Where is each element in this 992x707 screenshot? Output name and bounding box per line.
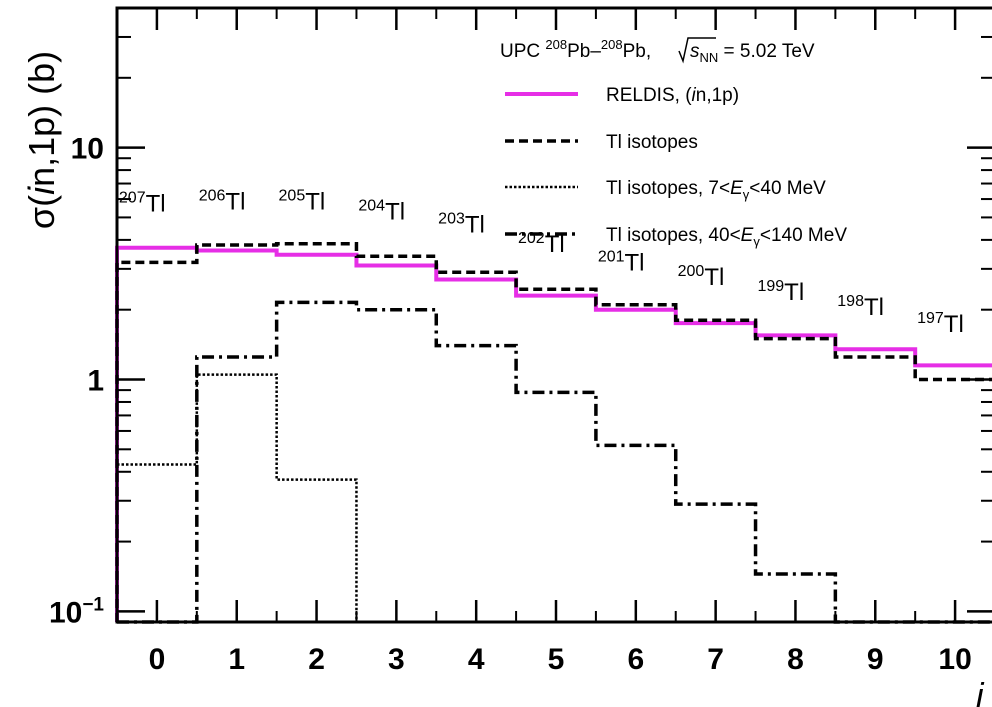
isotope-element: Tl bbox=[465, 212, 485, 239]
legend-header: UPC 208Pb–208Pb, bbox=[500, 37, 651, 62]
legend-header-text: Pb– bbox=[567, 41, 601, 62]
legend-label-part: γ bbox=[753, 234, 760, 249]
legend-label-part: <140 MeV bbox=[760, 225, 847, 246]
y-tick-base: 10 bbox=[71, 133, 104, 166]
isotope-element: Tl bbox=[704, 264, 724, 291]
sqrt-sign bbox=[678, 37, 716, 64]
isotope-element: Tl bbox=[305, 189, 325, 216]
isotope-label: 198Tl bbox=[837, 293, 884, 321]
legend-header-sup: 208 bbox=[601, 37, 623, 52]
x-tick-label: 1 bbox=[228, 643, 245, 676]
isotope-label: 206Tl bbox=[199, 188, 246, 216]
legend-label-part: n,1p) bbox=[696, 85, 739, 106]
y-tick-label: 1 bbox=[87, 365, 104, 398]
y-tick-base: 10 bbox=[49, 596, 82, 629]
x-tick-label: 4 bbox=[468, 643, 485, 676]
isotope-label: 203Tl bbox=[438, 211, 485, 239]
series-line-2 bbox=[115, 373, 992, 624]
isotope-mass: 204 bbox=[358, 197, 385, 214]
legend-header-text: Pb, bbox=[623, 41, 652, 62]
isotope-label: 197Tl bbox=[917, 310, 964, 338]
legend-label: Tl isotopes, 40<Eγ<140 MeV bbox=[606, 225, 847, 249]
isotope-mass: 207 bbox=[119, 190, 146, 207]
isotope-mass: 201 bbox=[598, 249, 625, 266]
isotope-mass: 198 bbox=[837, 293, 864, 310]
legend-header-text: UPC bbox=[500, 41, 545, 62]
x-tick-label: 8 bbox=[787, 643, 804, 676]
y-tick-label: 10−1 bbox=[49, 594, 104, 629]
y-axis-label-group: σ(in,1p) (b) bbox=[21, 51, 62, 229]
isotope-label: 200Tl bbox=[678, 263, 725, 291]
legend-label-part: <40 MeV bbox=[749, 178, 826, 199]
isotope-label: 204Tl bbox=[358, 197, 405, 225]
x-tick-label: 2 bbox=[308, 643, 325, 676]
x-tick-label: 6 bbox=[627, 643, 644, 676]
isotope-mass: 203 bbox=[438, 211, 465, 228]
y-tick-label: 10 bbox=[71, 133, 104, 166]
legend-header-sub: NN bbox=[700, 50, 719, 65]
isotope-element: Tl bbox=[625, 250, 645, 277]
legend-label: Tl isotopes, 7<Eγ<40 MeV bbox=[606, 178, 826, 202]
y-tick-exponent: −1 bbox=[82, 594, 104, 615]
series-line-3 bbox=[117, 300, 992, 624]
legend-label: RELDIS, (in,1p) bbox=[606, 85, 739, 106]
legend-label-part: Tl isotopes bbox=[606, 132, 698, 153]
x-tick-label: 5 bbox=[548, 643, 565, 676]
x-tick-label: 7 bbox=[707, 643, 724, 676]
isotope-mass: 197 bbox=[917, 310, 944, 327]
isotope-mass: 199 bbox=[757, 278, 784, 295]
legend-label-part: E bbox=[741, 225, 754, 246]
y-axis-label-italic: i bbox=[21, 186, 62, 195]
x-tick-label: 3 bbox=[388, 643, 405, 676]
legend-label-part: RELDIS, ( bbox=[606, 85, 692, 106]
y-axis-label-rest: n,1p) (b) bbox=[21, 51, 62, 187]
legend-header-sqrt: sNN = 5.02 TeV bbox=[690, 41, 815, 65]
legend-label-part: i bbox=[692, 85, 697, 106]
y-axis-label-prefix: σ( bbox=[21, 195, 62, 229]
x-tick-label: 9 bbox=[867, 643, 884, 676]
legend-label-part: Tl isotopes, 7< bbox=[606, 178, 730, 199]
legend-header-sup: 208 bbox=[545, 37, 567, 52]
isotope-element: Tl bbox=[146, 191, 166, 218]
x-tick-label: 10 bbox=[938, 643, 971, 676]
x-tick-label: 0 bbox=[149, 643, 166, 676]
isotope-label: 201Tl bbox=[598, 249, 645, 277]
isotope-label: 199Tl bbox=[757, 278, 804, 306]
y-tick-base: 1 bbox=[87, 365, 104, 398]
isotope-element: Tl bbox=[864, 294, 884, 321]
legend-header-tail: = 5.02 TeV bbox=[718, 41, 815, 62]
series-line-1 bbox=[115, 241, 992, 622]
plot-frame bbox=[115, 6, 992, 624]
isotope-label: 207Tl bbox=[119, 190, 166, 218]
isotope-element: Tl bbox=[944, 311, 964, 338]
legend-label-part: E bbox=[730, 178, 743, 199]
x-axis-edge-label: i bbox=[976, 677, 985, 707]
isotope-element: Tl bbox=[784, 279, 804, 306]
isotope-element: Tl bbox=[385, 198, 405, 225]
legend-header-s: s bbox=[690, 41, 700, 62]
isotope-mass: 205 bbox=[279, 188, 306, 205]
legend-label-part: γ bbox=[743, 187, 750, 202]
isotope-label: 205Tl bbox=[279, 188, 326, 216]
isotope-element: Tl bbox=[545, 231, 565, 258]
isotope-mass: 206 bbox=[199, 188, 226, 205]
legend-label: Tl isotopes bbox=[606, 132, 698, 153]
isotope-labels: 207Tl 206Tl 205Tl 204Tl 203Tl 202Tl 201Tl 200Tl… bbox=[119, 188, 964, 339]
legend-label-part: Tl isotopes, 40< bbox=[606, 225, 741, 246]
y-axis-label: σ(in,1p) (b) bbox=[21, 51, 62, 229]
isotope-mass: 200 bbox=[678, 263, 705, 280]
isotope-element: Tl bbox=[225, 189, 245, 216]
